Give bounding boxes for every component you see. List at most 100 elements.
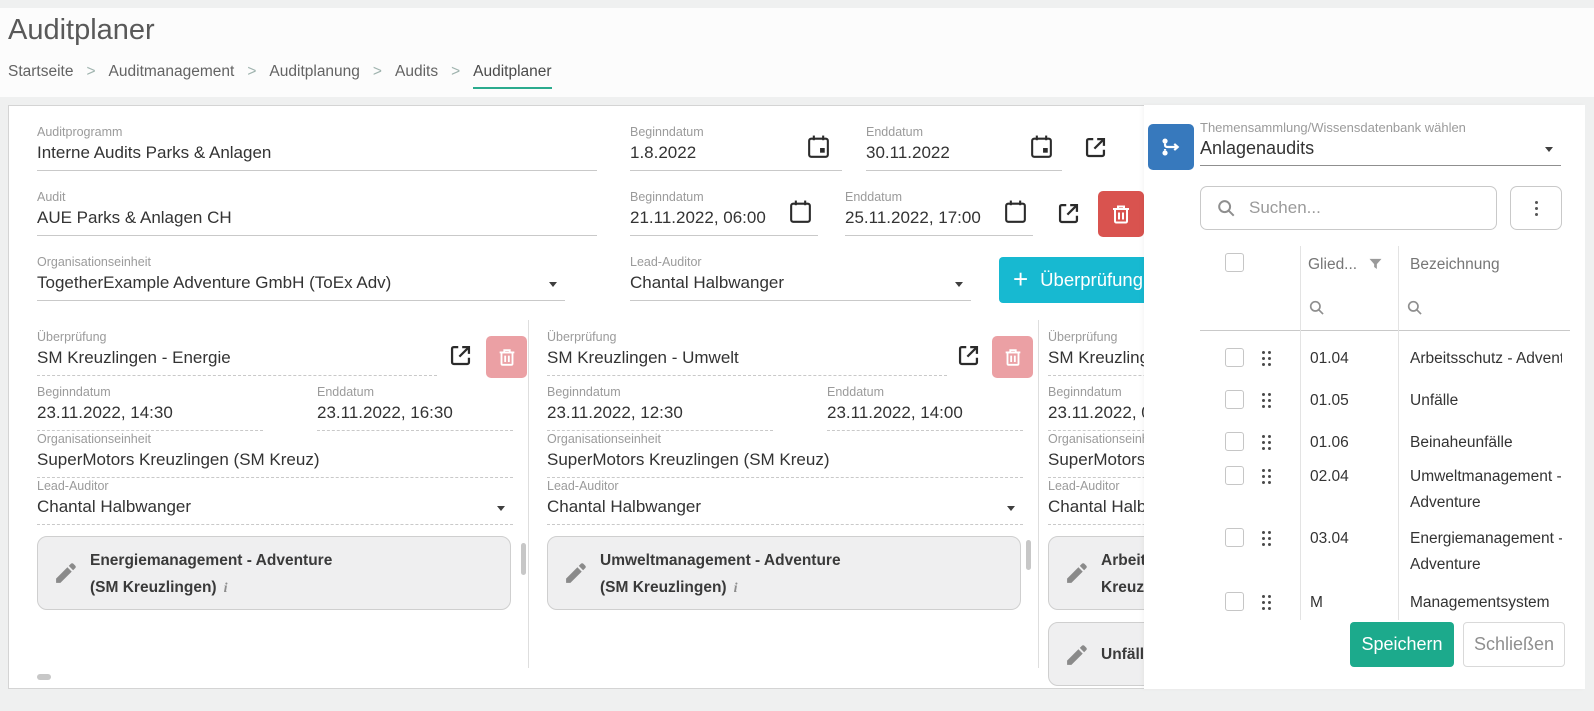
row-checkbox[interactable] bbox=[1225, 528, 1244, 547]
open-external-icon[interactable] bbox=[955, 342, 982, 369]
filter-icon[interactable] bbox=[1368, 257, 1383, 272]
organisationseinheit-value[interactable]: TogetherExample Adventure GmbH (ToEx Adv… bbox=[37, 270, 565, 301]
drag-handle-icon[interactable] bbox=[1262, 393, 1271, 408]
row-checkbox[interactable] bbox=[1225, 348, 1244, 367]
review1-enddatum-value[interactable]: 23.11.2022, 16:30 bbox=[317, 400, 513, 431]
table-row[interactable]: 03.04 Energiemanagement - Adventure bbox=[1200, 520, 1570, 582]
chevron-down-icon[interactable] bbox=[549, 282, 557, 287]
auditprogramm-field[interactable]: Auditprogramm Interne Audits Parks & Anl… bbox=[37, 125, 597, 171]
column-header-gliederung[interactable]: Glied... bbox=[1308, 256, 1358, 273]
breadcrumb-auditplanung[interactable]: Auditplanung bbox=[269, 63, 360, 80]
breadcrumb-audits[interactable]: Audits bbox=[394, 63, 439, 80]
table-row[interactable]: 01.04 Arbeitsschutz - Adventure bbox=[1200, 340, 1570, 382]
table-row[interactable]: 02.04 Umweltmanagement - Adventure bbox=[1200, 458, 1570, 520]
chevron-down-icon[interactable] bbox=[955, 282, 963, 287]
calendar-icon[interactable] bbox=[806, 134, 831, 161]
table-row[interactable]: M Managementsystem bbox=[1200, 584, 1570, 626]
review2-organisationseinheit-field[interactable]: Organisationseinheit SuperMotors Kreuzli… bbox=[547, 432, 1023, 478]
organisationseinheit-select[interactable]: Organisationseinheit TogetherExample Adv… bbox=[37, 255, 565, 301]
row-checkbox[interactable] bbox=[1225, 466, 1244, 485]
more-options-button[interactable] bbox=[1510, 186, 1562, 230]
column-header-bezeichnung[interactable]: Bezeichnung bbox=[1410, 256, 1500, 273]
review2-topic-chip[interactable]: Umweltmanagement - Adventure (SM Kreuzli… bbox=[547, 536, 1021, 610]
column-search-icon[interactable] bbox=[1308, 299, 1325, 316]
review2-name-value[interactable]: SM Kreuzlingen - Umwelt bbox=[547, 345, 947, 376]
info-icon[interactable]: i bbox=[223, 581, 228, 596]
review3-lead-auditor-select[interactable]: Lead-Auditor Chantal Halbwa bbox=[1048, 479, 1524, 525]
row-checkbox[interactable] bbox=[1225, 390, 1244, 409]
drag-handle-icon[interactable] bbox=[1262, 469, 1271, 484]
table-row[interactable]: 01.06 Beinaheunfälle bbox=[1200, 424, 1570, 466]
review2-lead-auditor-select[interactable]: Lead-Auditor Chantal Halbwanger bbox=[547, 479, 1023, 525]
review2-lead-auditor-value[interactable]: Chantal Halbwanger bbox=[547, 494, 1023, 525]
search-input[interactable] bbox=[1247, 197, 1451, 219]
review2-enddatum-field[interactable]: Enddatum 23.11.2022, 14:00 bbox=[827, 385, 1023, 431]
save-button[interactable]: Speichern bbox=[1350, 622, 1454, 667]
review2-name-field[interactable]: Überprüfung SM Kreuzlingen - Umwelt bbox=[547, 330, 947, 376]
review1-enddatum-field[interactable]: Enddatum 23.11.2022, 16:30 bbox=[317, 385, 513, 431]
select-all-checkbox[interactable] bbox=[1225, 253, 1244, 272]
breadcrumb-auditmanagement[interactable]: Auditmanagement bbox=[108, 63, 235, 80]
review1-organisationseinheit-field[interactable]: Organisationseinheit SuperMotors Kreuzli… bbox=[37, 432, 513, 478]
review1-lead-auditor-select[interactable]: Lead-Auditor Chantal Halbwanger bbox=[37, 479, 513, 525]
column1-scrollbar-thumb[interactable] bbox=[521, 543, 526, 575]
delete-review2-button[interactable] bbox=[992, 336, 1033, 378]
search-box[interactable] bbox=[1200, 186, 1497, 230]
breadcrumb-current[interactable]: Auditplaner bbox=[473, 63, 552, 89]
review1-lead-auditor-value[interactable]: Chantal Halbwanger bbox=[37, 494, 513, 525]
collection-select[interactable]: Themensammlung/Wissensdatenbank wählen A… bbox=[1200, 120, 1561, 166]
programm-enddatum-value[interactable]: 30.11.2022 bbox=[866, 140, 1062, 171]
audit-value[interactable]: AUE Parks & Anlagen CH bbox=[37, 205, 597, 236]
knowledge-flow-button[interactable] bbox=[1148, 124, 1194, 170]
review2-enddatum-value[interactable]: 23.11.2022, 14:00 bbox=[827, 400, 1023, 431]
horizontal-scrollbar-thumb[interactable] bbox=[37, 674, 51, 680]
programm-beginndatum-value[interactable]: 1.8.2022 bbox=[630, 140, 842, 171]
chevron-down-icon[interactable] bbox=[497, 506, 505, 511]
review1-organisationseinheit-value[interactable]: SuperMotors Kreuzlingen (SM Kreuz) bbox=[37, 447, 513, 478]
drag-handle-icon[interactable] bbox=[1262, 531, 1271, 546]
audit-field[interactable]: Audit AUE Parks & Anlagen CH bbox=[37, 190, 597, 236]
column2-scrollbar-thumb[interactable] bbox=[1026, 540, 1031, 570]
table-row[interactable]: 01.05 Unfälle bbox=[1200, 382, 1570, 424]
programm-enddatum-field[interactable]: Enddatum 30.11.2022 bbox=[866, 125, 1062, 171]
drag-handle-icon[interactable] bbox=[1262, 435, 1271, 450]
review1-beginndatum-value[interactable]: 23.11.2022, 14:30 bbox=[37, 400, 263, 431]
audit-enddatum-value[interactable]: 25.11.2022, 17:00 bbox=[845, 205, 1033, 236]
review1-name-value[interactable]: SM Kreuzlingen - Energie bbox=[37, 345, 437, 376]
close-button[interactable]: Schließen bbox=[1463, 622, 1565, 667]
row-checkbox[interactable] bbox=[1225, 592, 1244, 611]
audit-beginndatum-value[interactable]: 21.11.2022, 06:00 bbox=[630, 205, 818, 236]
programm-beginndatum-field[interactable]: Beginndatum 1.8.2022 bbox=[630, 125, 842, 171]
breadcrumb-startseite[interactable]: Startseite bbox=[8, 63, 74, 80]
open-external-icon[interactable] bbox=[1082, 134, 1109, 161]
drag-handle-icon[interactable] bbox=[1262, 595, 1271, 610]
chevron-down-icon[interactable] bbox=[1545, 147, 1553, 152]
open-external-icon[interactable] bbox=[1055, 200, 1082, 227]
review1-topic-chip[interactable]: Energiemanagement - Adventure (SM Kreuzl… bbox=[37, 536, 511, 610]
audit-enddatum-field[interactable]: Enddatum 25.11.2022, 17:00 bbox=[845, 190, 1033, 236]
review1-beginndatum-field[interactable]: Beginndatum 23.11.2022, 14:30 bbox=[37, 385, 263, 431]
calendar-icon[interactable] bbox=[1003, 199, 1028, 226]
lead-auditor-value[interactable]: Chantal Halbwanger bbox=[630, 270, 971, 301]
row-checkbox[interactable] bbox=[1225, 432, 1244, 451]
lead-auditor-select[interactable]: Lead-Auditor Chantal Halbwanger bbox=[630, 255, 971, 301]
calendar-icon[interactable] bbox=[788, 199, 813, 226]
delete-review1-button[interactable] bbox=[486, 336, 527, 378]
calendar-icon[interactable] bbox=[1029, 134, 1054, 161]
column-search-icon[interactable] bbox=[1406, 299, 1423, 316]
info-icon[interactable]: i bbox=[733, 581, 738, 596]
review2-organisationseinheit-value[interactable]: SuperMotors Kreuzlingen (SM Kreuz) bbox=[547, 447, 1023, 478]
cell-gliederung: M bbox=[1310, 594, 1323, 611]
review3-beginndatum-field[interactable]: Beginndatum 23.11.2022, 09:3 bbox=[1048, 385, 1274, 431]
audit-beginndatum-field[interactable]: Beginndatum 21.11.2022, 06:00 bbox=[630, 190, 818, 236]
drag-handle-icon[interactable] bbox=[1262, 351, 1271, 366]
review2-beginndatum-field[interactable]: Beginndatum 23.11.2022, 12:30 bbox=[547, 385, 773, 431]
chevron-down-icon[interactable] bbox=[1007, 506, 1015, 511]
review2-beginndatum-value[interactable]: 23.11.2022, 12:30 bbox=[547, 400, 773, 431]
review1-name-field[interactable]: Überprüfung SM Kreuzlingen - Energie bbox=[37, 330, 437, 376]
add-review-button[interactable]: + Überprüfung bbox=[999, 257, 1157, 303]
delete-audit-button[interactable] bbox=[1098, 191, 1144, 237]
auditprogramm-value[interactable]: Interne Audits Parks & Anlagen bbox=[37, 140, 597, 171]
collection-value[interactable]: Anlagenaudits bbox=[1200, 135, 1561, 166]
open-external-icon[interactable] bbox=[447, 342, 474, 369]
